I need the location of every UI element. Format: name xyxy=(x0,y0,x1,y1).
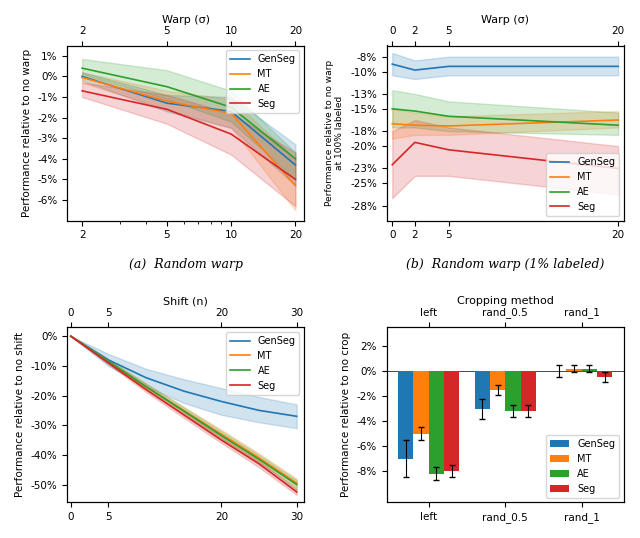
Seg xyxy=(142,386,150,393)
X-axis label: Warp (σ): Warp (σ) xyxy=(162,15,210,25)
Bar xyxy=(566,369,582,371)
MT xyxy=(67,333,75,339)
Bar xyxy=(429,371,444,473)
AE xyxy=(67,333,75,339)
Legend: GenSeg, MT, AE, Seg: GenSeg, MT, AE, Seg xyxy=(227,332,300,394)
GenSeg xyxy=(614,63,622,69)
GenSeg xyxy=(292,162,300,168)
GenSeg xyxy=(445,63,452,69)
X-axis label: Shift (n): Shift (n) xyxy=(163,297,208,307)
Bar xyxy=(582,369,597,371)
Text: (a)  Random warp: (a) Random warp xyxy=(129,258,243,271)
AE xyxy=(411,108,419,114)
GenSeg xyxy=(411,67,419,73)
Seg xyxy=(78,88,86,94)
MT xyxy=(142,384,150,390)
Y-axis label: Performance relative to no shift: Performance relative to no shift xyxy=(15,332,25,498)
AE xyxy=(293,482,301,488)
Line: Seg: Seg xyxy=(71,336,297,492)
Line: MT: MT xyxy=(82,77,296,186)
MT xyxy=(255,455,263,461)
Line: GenSeg: GenSeg xyxy=(82,76,296,165)
Line: AE: AE xyxy=(71,336,297,485)
Seg xyxy=(255,461,263,467)
AE xyxy=(445,113,452,119)
MT xyxy=(78,74,86,81)
Seg xyxy=(227,131,235,137)
Line: MT: MT xyxy=(71,336,297,483)
GenSeg xyxy=(67,333,75,339)
GenSeg xyxy=(388,61,396,67)
Seg xyxy=(67,333,75,339)
Seg xyxy=(163,106,171,112)
Seg xyxy=(614,165,622,172)
MT xyxy=(614,117,622,123)
GenSeg xyxy=(163,100,171,107)
Y-axis label: Performance relative to no warp: Performance relative to no warp xyxy=(22,49,31,217)
Line: Seg: Seg xyxy=(392,143,618,168)
AE xyxy=(292,155,300,162)
Seg xyxy=(388,161,396,168)
GenSeg xyxy=(218,398,225,405)
GenSeg xyxy=(142,374,150,381)
AE xyxy=(218,433,225,439)
Bar xyxy=(520,371,536,411)
Line: AE: AE xyxy=(82,68,296,159)
MT xyxy=(227,110,235,117)
MT xyxy=(292,182,300,189)
AE xyxy=(255,456,263,463)
Line: Seg: Seg xyxy=(82,91,296,179)
AE xyxy=(104,358,112,365)
Seg xyxy=(292,176,300,182)
Legend: GenSeg, MT, AE, Seg: GenSeg, MT, AE, Seg xyxy=(227,51,300,113)
MT xyxy=(388,121,396,127)
Y-axis label: Performance relative to no warp
at 100% labeled: Performance relative to no warp at 100% … xyxy=(325,60,344,206)
Seg xyxy=(445,146,452,153)
Seg xyxy=(104,360,112,366)
AE xyxy=(142,384,150,390)
MT xyxy=(180,407,188,414)
Seg xyxy=(293,489,301,495)
GenSeg xyxy=(104,357,112,363)
Bar xyxy=(398,371,413,458)
Bar xyxy=(413,371,429,434)
Bar xyxy=(505,371,520,411)
AE xyxy=(180,408,188,414)
MT xyxy=(293,480,301,486)
AE xyxy=(163,83,171,90)
AE xyxy=(78,65,86,72)
Legend: GenSeg, MT, AE, Seg: GenSeg, MT, AE, Seg xyxy=(546,153,619,216)
Seg xyxy=(411,139,419,146)
Bar xyxy=(490,371,505,390)
MT xyxy=(445,123,452,129)
X-axis label: Cropping method: Cropping method xyxy=(457,296,554,306)
Seg xyxy=(218,437,225,443)
GenSeg xyxy=(78,73,86,80)
GenSeg xyxy=(180,388,188,394)
Line: AE: AE xyxy=(392,109,618,125)
Line: GenSeg: GenSeg xyxy=(392,64,618,70)
AE xyxy=(614,122,622,129)
Bar xyxy=(444,371,460,471)
Bar xyxy=(475,371,490,408)
Text: (b)  Random warp (1% labeled): (b) Random warp (1% labeled) xyxy=(406,258,604,271)
MT xyxy=(411,122,419,129)
MT xyxy=(218,431,225,437)
AE xyxy=(227,104,235,110)
Line: GenSeg: GenSeg xyxy=(71,336,297,416)
MT xyxy=(163,98,171,104)
GenSeg xyxy=(255,407,263,414)
Bar xyxy=(597,371,612,377)
AE xyxy=(388,105,396,112)
Y-axis label: Performance relative to no crop: Performance relative to no crop xyxy=(341,332,351,498)
Line: MT: MT xyxy=(392,120,618,126)
Legend: GenSeg, MT, AE, Seg: GenSeg, MT, AE, Seg xyxy=(546,435,619,498)
MT xyxy=(104,358,112,365)
GenSeg xyxy=(293,413,301,420)
GenSeg xyxy=(227,108,235,115)
X-axis label: Warp (σ): Warp (σ) xyxy=(481,15,529,25)
Seg xyxy=(180,412,188,418)
